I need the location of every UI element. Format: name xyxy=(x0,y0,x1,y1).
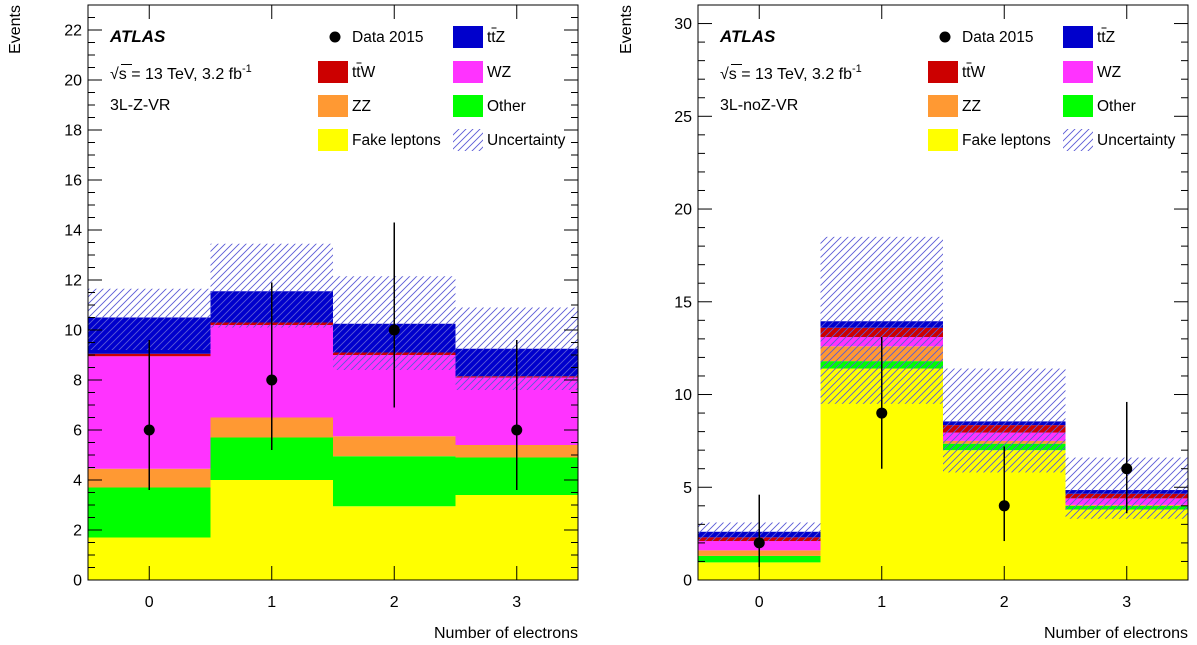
legend-data-2015-label: Data 2015 xyxy=(962,29,1034,46)
plot-frame xyxy=(697,4,1189,581)
y-tick-label: 18 xyxy=(64,123,82,140)
region-label: 3L-Z-VR xyxy=(110,97,170,114)
legend-wz-label: WZ xyxy=(487,64,511,81)
energy-lumi-label: √s = 13 TeV, 3.2 fb-1 xyxy=(110,63,252,83)
y-tick-label: 15 xyxy=(674,294,692,311)
x-axis-title: Number of electrons xyxy=(1044,625,1188,642)
bar-other-bin-0 xyxy=(88,487,211,538)
luminosity-value: 3.2 fb xyxy=(812,66,852,83)
legend-uncertainty-label: Uncertainty xyxy=(487,132,566,149)
energy-lumi-label: √s = 13 TeV, 3.2 fb-1 xyxy=(720,63,862,83)
x-tick-label: 2 xyxy=(1000,594,1009,611)
legend-data-2015-label: Data 2015 xyxy=(352,29,424,46)
y-tick-label: 20 xyxy=(674,202,692,219)
legend-uncertainty-swatch xyxy=(1063,129,1093,151)
sqrt-s-value: 13 TeV xyxy=(755,66,805,83)
y-tick-label: 0 xyxy=(73,573,82,590)
data-point xyxy=(143,424,155,436)
data-point xyxy=(511,424,523,436)
y-tick-label: 5 xyxy=(683,480,692,497)
y-axis-title: Events xyxy=(618,5,635,54)
x-tick-label: 3 xyxy=(1122,594,1131,611)
legend-other-swatch xyxy=(1063,95,1093,117)
x-axis-title: Number of electrons xyxy=(434,625,578,642)
legend-ttz-label: ttZ xyxy=(1097,29,1115,46)
atlas-label: ATLAS xyxy=(109,27,166,46)
lumi-exponent: -1 xyxy=(852,63,862,75)
y-tick-label: 8 xyxy=(73,373,82,390)
y-tick-label: 16 xyxy=(64,173,82,190)
atlas-label: ATLAS xyxy=(719,27,776,46)
y-tick-label: 10 xyxy=(64,323,82,340)
x-tick-label: 1 xyxy=(267,594,276,611)
legend-ttw-label: ttW xyxy=(352,64,376,81)
y-tick-label: 30 xyxy=(674,16,692,33)
y-tick-label: 12 xyxy=(64,273,82,290)
x-tick-label: 0 xyxy=(755,594,764,611)
legend-ttw-label: ttW xyxy=(962,64,986,81)
legend-zz-label: ZZ xyxy=(962,98,981,115)
y-tick-label: 6 xyxy=(73,423,82,440)
bar-zz-bin-2 xyxy=(333,436,456,457)
y-tick-label: 0 xyxy=(683,573,692,590)
region-label: 3L-noZ-VR xyxy=(720,97,798,114)
x-tick-label: 1 xyxy=(877,594,886,611)
data-point xyxy=(388,324,400,336)
luminosity-value: 3.2 fb xyxy=(202,66,242,83)
legend-fake-leptons-swatch xyxy=(928,129,958,151)
x-tick-label: 2 xyxy=(390,594,399,611)
y-tick-label: 10 xyxy=(674,387,692,404)
legend-zz-label: ZZ xyxy=(352,98,371,115)
separator: , xyxy=(803,66,812,83)
legend-wz-swatch xyxy=(1063,61,1093,83)
y-tick-label: 20 xyxy=(64,73,82,90)
x-tick-label: 0 xyxy=(145,594,154,611)
legend-other-label: Other xyxy=(1097,98,1136,115)
legend-wz-swatch xyxy=(453,61,483,83)
bar-fake-leptons-bin-1 xyxy=(210,480,333,580)
legend-wz-label: WZ xyxy=(1097,64,1121,81)
data-point xyxy=(998,500,1010,512)
bar-fake-leptons-bin-3 xyxy=(455,495,578,580)
legend-other-label: Other xyxy=(487,98,526,115)
y-tick-label: 4 xyxy=(73,473,82,490)
sqrt-symbol: √s = xyxy=(110,66,145,83)
sqrt-symbol: √s = xyxy=(720,66,755,83)
lumi-exponent: -1 xyxy=(242,63,252,75)
data-point xyxy=(876,407,888,419)
legend-data-2015-marker xyxy=(329,31,341,43)
data-point xyxy=(1121,463,1133,475)
separator: , xyxy=(193,66,202,83)
legend-fake-leptons-label: Fake leptons xyxy=(352,132,441,149)
y-axis-title: Events xyxy=(7,5,24,54)
legend-ttw-swatch xyxy=(928,61,958,83)
sqrt-s-value: 13 TeV xyxy=(145,66,195,83)
uncertainty-band-bin-0 xyxy=(88,288,211,350)
y-tick-label: 22 xyxy=(64,23,82,40)
legend-other-swatch xyxy=(453,95,483,117)
y-tick-label: 2 xyxy=(73,523,82,540)
legend-zz-swatch xyxy=(928,95,958,117)
y-tick-label: 25 xyxy=(674,109,692,126)
data-point xyxy=(753,537,765,549)
legend-uncertainty-swatch xyxy=(453,129,483,151)
legend-fake-leptons-label: Fake leptons xyxy=(962,132,1051,149)
right-chart-panel: 0 5 10 15 20 25 30 0 1 2 3 Number of electrons Event… xyxy=(618,4,1189,642)
legend-zz-swatch xyxy=(318,95,348,117)
y-tick-label: 14 xyxy=(64,223,82,240)
data-point xyxy=(266,374,278,386)
legend-fake-leptons-swatch xyxy=(318,129,348,151)
legend-uncertainty-label: Uncertainty xyxy=(1097,132,1176,149)
legend-ttz-swatch xyxy=(1063,26,1093,48)
legend-ttw-swatch xyxy=(318,61,348,83)
legend-ttz-swatch xyxy=(453,26,483,48)
legend-data-2015-marker xyxy=(939,31,951,43)
legend-ttz-label: ttZ xyxy=(487,29,505,46)
x-tick-label: 3 xyxy=(512,594,521,611)
bar-other-bin-2 xyxy=(333,456,456,507)
